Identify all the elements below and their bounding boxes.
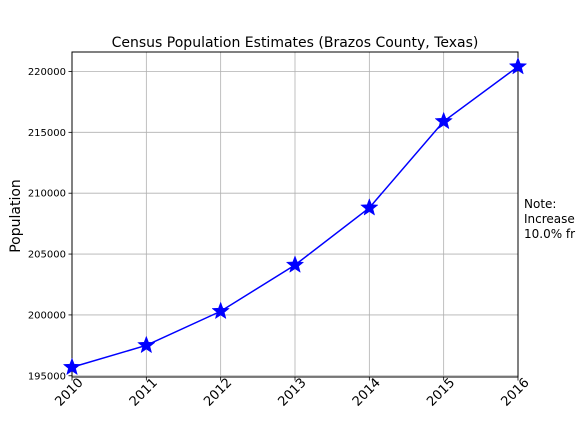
x-tick-label: 2012	[201, 376, 235, 410]
note-annotation: Note: Increase 10.0% fr	[524, 197, 575, 241]
x-axis: 2010 2011 2012 2013 2014 2015 2016	[53, 376, 533, 410]
note-line-3: 10.0% fr	[524, 227, 575, 241]
data-point-star-marker	[285, 255, 305, 273]
y-tick-label: 195000	[28, 371, 66, 382]
y-axis-label: Population	[8, 179, 24, 253]
note-line-2: Increase	[524, 212, 575, 226]
data-point-star-marker	[211, 301, 230, 320]
y-tick-label: 215000	[28, 128, 66, 139]
y-tick-label: 200000	[28, 310, 66, 321]
chart-title: Census Population Estimates (Brazos Coun…	[112, 35, 479, 51]
note-line-1: Note:	[524, 197, 556, 211]
data-point-star-marker	[62, 357, 82, 376]
y-axis: 195000 200000 205000 210000 215000 220000	[28, 67, 72, 382]
data-point-star-marker	[434, 111, 453, 130]
y-tick-label: 210000	[28, 189, 66, 200]
x-tick-label: 2015	[424, 376, 458, 410]
grid	[71, 52, 519, 377]
series-population	[62, 56, 528, 376]
x-tick-label: 2014	[350, 376, 384, 410]
x-tick-label: 2016	[499, 376, 533, 410]
y-tick-label: 220000	[28, 67, 66, 78]
data-point-star-marker	[137, 335, 156, 354]
data-point-star-marker	[360, 198, 379, 216]
x-tick-label: 2011	[127, 376, 161, 410]
data-point-star-marker	[508, 56, 528, 75]
y-tick-label: 205000	[28, 250, 66, 261]
x-tick-label: 2013	[276, 376, 310, 410]
